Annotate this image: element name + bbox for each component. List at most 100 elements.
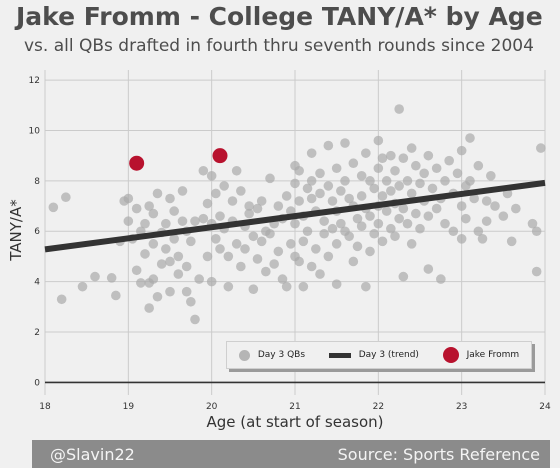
scatter-point: [411, 208, 421, 219]
scatter-point: [336, 186, 346, 196]
scatter-point: [352, 213, 363, 224]
scatter-point: [473, 226, 484, 237]
scatter-point: [406, 143, 417, 153]
scatter-point: [356, 171, 367, 181]
scatter-point: [398, 271, 409, 282]
scatter-point: [327, 196, 338, 206]
scatter-point: [419, 168, 429, 179]
scatter-point: [206, 171, 217, 181]
grid: [44, 70, 546, 395]
scatter-point: [427, 183, 438, 194]
scatter-point: [56, 294, 67, 305]
scatter-point: [361, 148, 371, 158]
scatter-point: [481, 216, 492, 226]
footer-handle: @Slavin22: [50, 444, 135, 464]
scatter-point: [290, 218, 300, 229]
scatter-point: [261, 266, 271, 277]
footer-bar: @Slavin22 Source: Sports Reference: [32, 440, 550, 468]
highlight-points: [129, 148, 228, 171]
scatter-point: [198, 213, 209, 224]
scatter-point: [165, 193, 175, 204]
scatter-point: [202, 251, 213, 262]
chart-subtitle: vs. all QBs drafted in fourth thru seven…: [24, 36, 534, 56]
legend-swatch-trend: [328, 352, 351, 358]
scatter-point: [123, 216, 134, 226]
scatter-point: [411, 160, 421, 171]
scatter-point: [231, 165, 242, 176]
scatter-point: [219, 181, 229, 191]
legend-label-jake-fromm: Jake Fromm: [466, 350, 520, 360]
scatter-point: [148, 239, 159, 249]
scatter-point: [344, 193, 354, 204]
scatter-point: [181, 286, 192, 297]
scatter-point: [473, 160, 484, 171]
trend-line-layer: [44, 179, 546, 253]
scatter-point: [177, 216, 188, 226]
scatter-point: [506, 236, 517, 247]
scatter-point: [281, 191, 292, 201]
scatter-point: [294, 165, 304, 176]
scatter-point: [323, 181, 334, 191]
scatter-point: [173, 251, 184, 262]
scatter-point: [148, 208, 159, 219]
scatter-point: [352, 241, 363, 252]
scatter-point: [311, 244, 321, 254]
scatter-point: [440, 218, 450, 229]
scatter-point: [431, 163, 442, 174]
scatter-point: [356, 221, 367, 232]
scatter-point: [527, 218, 538, 229]
scatter-point: [394, 104, 404, 114]
x-tick-label: 24: [539, 402, 551, 412]
scatter-point: [369, 228, 379, 239]
scatter-point: [252, 203, 263, 214]
scatter-point: [265, 173, 275, 184]
scatter-point: [198, 165, 209, 176]
scatter-point: [190, 314, 200, 325]
scatter-point: [223, 281, 234, 292]
scatter-point: [377, 236, 388, 247]
legend-label-day3-qbs: Day 3 QBs: [257, 350, 306, 360]
scatter-point: [315, 168, 325, 179]
scatter-point: [286, 239, 296, 249]
scatter-point: [206, 276, 217, 287]
scatter-point: [423, 264, 434, 274]
scatter-point: [336, 218, 346, 229]
scatter-point: [390, 231, 400, 242]
scatter-point: [302, 183, 313, 194]
scatter-point: [211, 233, 221, 244]
scatter-point: [369, 183, 379, 194]
legend-label-trend: Day 3 (trend): [358, 350, 419, 360]
scatter-point: [331, 163, 342, 174]
scatter-point: [315, 188, 325, 199]
scatter-point: [61, 192, 71, 203]
scatter-point: [398, 153, 409, 163]
scatter-point: [215, 244, 225, 254]
scatter-point: [348, 256, 359, 267]
scatter-point: [323, 251, 334, 262]
scatter-point: [273, 201, 284, 211]
scatter-point: [265, 228, 275, 239]
scatter-point: [186, 296, 196, 307]
scatter-point: [456, 233, 467, 244]
scatter-point: [390, 165, 400, 176]
x-tick-label: 22: [373, 402, 384, 412]
scatter-point: [365, 246, 375, 257]
scatter-point: [194, 274, 204, 284]
scatter-point: [227, 196, 238, 206]
scatter-point: [156, 259, 167, 269]
scatter-point: [381, 176, 392, 186]
y-tick-label: 4: [34, 278, 40, 288]
scatter-point: [223, 251, 234, 262]
scatter-point: [415, 223, 425, 234]
scatter-point: [231, 239, 242, 249]
scatter-point: [498, 211, 509, 221]
scatter-point: [386, 186, 396, 196]
scatter-point: [315, 269, 325, 279]
scatter-point: [248, 284, 259, 294]
scatter-point: [136, 278, 146, 288]
highlight-point: [129, 155, 145, 171]
y-tick-label: 10: [29, 126, 41, 136]
legend-entry-day3-qbs: Day 3 QBs: [238, 349, 306, 361]
scatter-point: [77, 281, 88, 292]
